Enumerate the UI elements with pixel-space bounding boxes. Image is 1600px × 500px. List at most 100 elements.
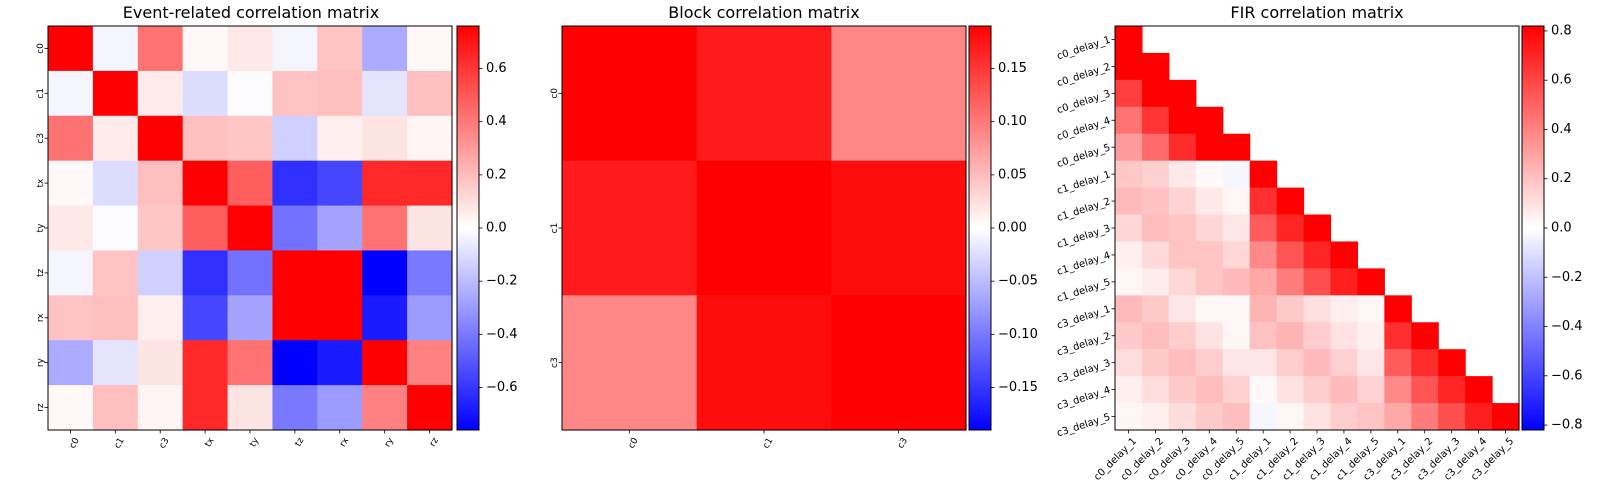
y-tick-label: c3 xyxy=(36,133,46,144)
heatmap-cell xyxy=(407,160,453,207)
heatmap-cell xyxy=(1330,376,1358,404)
heatmap-cell xyxy=(1168,160,1197,189)
y-axis-ticks: c0 c1 c3 xyxy=(550,88,562,368)
colorbar-tick-label: 0.15 xyxy=(998,61,1027,76)
heatmap-cell xyxy=(137,295,184,341)
heatmap-cell xyxy=(1195,268,1224,296)
heatmap-cell xyxy=(1411,376,1439,404)
colorbar-gradient xyxy=(456,25,480,431)
y-tick-label: c3 xyxy=(550,357,560,368)
heatmap-cell xyxy=(227,250,274,296)
heatmap-cell xyxy=(1168,187,1197,216)
heatmap-cell xyxy=(272,295,318,341)
heatmap-cell xyxy=(227,205,274,252)
heatmap-cell xyxy=(562,160,698,296)
heatmap-cell xyxy=(1222,268,1251,296)
heatmap-cell xyxy=(362,385,408,431)
heatmap-cell xyxy=(407,385,453,431)
heatmap-cell xyxy=(48,250,94,296)
x-tick-label: c3 xyxy=(896,436,910,450)
heatmap-cell xyxy=(92,385,139,431)
heatmap-cell xyxy=(227,295,274,341)
heatmap-cell xyxy=(1384,295,1412,323)
y-tick-label: c3_delay_4 xyxy=(1056,385,1112,413)
y-axis-ticks: c0_delay_1c0_delay_2c0_delay_3c0_delay_4… xyxy=(1056,35,1115,439)
heatmap-cell xyxy=(1249,403,1278,431)
heatmap-cell xyxy=(1249,160,1278,189)
y-tick-label: c1_delay_4 xyxy=(1056,250,1112,278)
heatmap-cell xyxy=(1222,295,1251,323)
heatmap-cell xyxy=(1357,268,1385,296)
heatmap-cell xyxy=(1384,403,1412,431)
heatmap-cell xyxy=(1492,403,1520,431)
x-tick-label: ry xyxy=(383,436,397,449)
heatmap-cell xyxy=(1115,52,1143,81)
heatmap-cell xyxy=(182,385,229,431)
heatmap-cell xyxy=(1141,403,1170,431)
heatmap-cell xyxy=(137,160,184,207)
heatmap-cell xyxy=(562,26,698,162)
colorbar-tick-label: 0.6 xyxy=(486,61,507,76)
heatmap-cell xyxy=(1115,106,1143,135)
heatmap-cell xyxy=(182,70,229,117)
heatmap-cell xyxy=(1465,403,1493,431)
x-axis-ticks: c0 c1 c3 tx ty tz rx ry rz xyxy=(68,430,441,451)
heatmap-cell xyxy=(1222,403,1251,431)
heatmap-cell xyxy=(1276,376,1305,404)
heatmap-cell xyxy=(1438,376,1466,404)
heatmap-cell xyxy=(362,340,408,386)
heatmap-cell xyxy=(317,295,363,341)
heatmap-cell xyxy=(1276,241,1305,269)
heatmap-cell xyxy=(1168,295,1197,323)
colorbar-tick-label: 0.4 xyxy=(1551,122,1572,137)
heatmap-cell xyxy=(1195,133,1224,162)
colorbar-tick-label: −0.15 xyxy=(998,380,1038,395)
y-tick-label: tx xyxy=(36,178,46,188)
heatmap-cell xyxy=(1115,376,1143,404)
heatmap-cell xyxy=(1141,349,1170,377)
heatmap-cell xyxy=(1384,376,1412,404)
heatmap-cell xyxy=(1195,403,1224,431)
heatmap-cell xyxy=(407,115,453,162)
heatmap-cell xyxy=(1276,403,1305,431)
colorbar-tick-label: 0.6 xyxy=(1551,73,1572,88)
heatmap-cell xyxy=(1303,214,1332,243)
heatmap-cell xyxy=(182,205,229,252)
heatmap-cell xyxy=(137,26,184,72)
heatmap-cell xyxy=(48,385,94,431)
colorbar-tick-label: 0.0 xyxy=(486,221,507,236)
heatmap-cell xyxy=(137,115,184,162)
heatmap-cell xyxy=(272,250,318,296)
heatmap-cell xyxy=(317,250,363,296)
heatmap-cell xyxy=(227,340,274,386)
fir-correlation-panel: FIR correlation matrix c0_delay_1c0_dela… xyxy=(1056,3,1583,483)
heatmap-cell xyxy=(137,205,184,252)
heatmap-cell xyxy=(272,160,318,207)
y-tick-label: tz xyxy=(36,268,46,277)
heatmap-cell xyxy=(407,26,453,72)
heatmap-cell xyxy=(317,385,363,431)
heatmap-cell xyxy=(48,115,94,162)
x-tick-label: c0 xyxy=(68,436,82,450)
heatmap-cell xyxy=(1249,214,1278,243)
heatmap-cell xyxy=(407,295,453,341)
heatmap-cell xyxy=(1168,106,1197,135)
colorbar-tick-label: 0.10 xyxy=(998,114,1027,129)
heatmap-cell xyxy=(1168,133,1197,162)
heatmap-cell xyxy=(1141,241,1170,269)
heatmap-cell xyxy=(1115,160,1143,189)
colorbar: −0.8 −0.6 −0.4 −0.2 0.0 0.2 0.4 0.6 0.8 xyxy=(1521,23,1583,433)
heatmap-cell xyxy=(696,26,832,162)
heatmap-cell xyxy=(1115,268,1143,296)
heatmap-cell xyxy=(1303,403,1332,431)
x-tick-label: tx xyxy=(203,436,216,449)
heatmap-cell xyxy=(1168,376,1197,404)
y-tick-label: c0 xyxy=(550,88,560,99)
y-tick-label: rx xyxy=(36,313,46,322)
heatmap-cell xyxy=(1168,214,1197,243)
heatmap-cell xyxy=(182,160,229,207)
heatmap-cell xyxy=(272,340,318,386)
colorbar-tick-label: −0.4 xyxy=(486,327,518,342)
heatmap-cell xyxy=(48,70,94,117)
heatmap-cell xyxy=(1249,187,1278,216)
